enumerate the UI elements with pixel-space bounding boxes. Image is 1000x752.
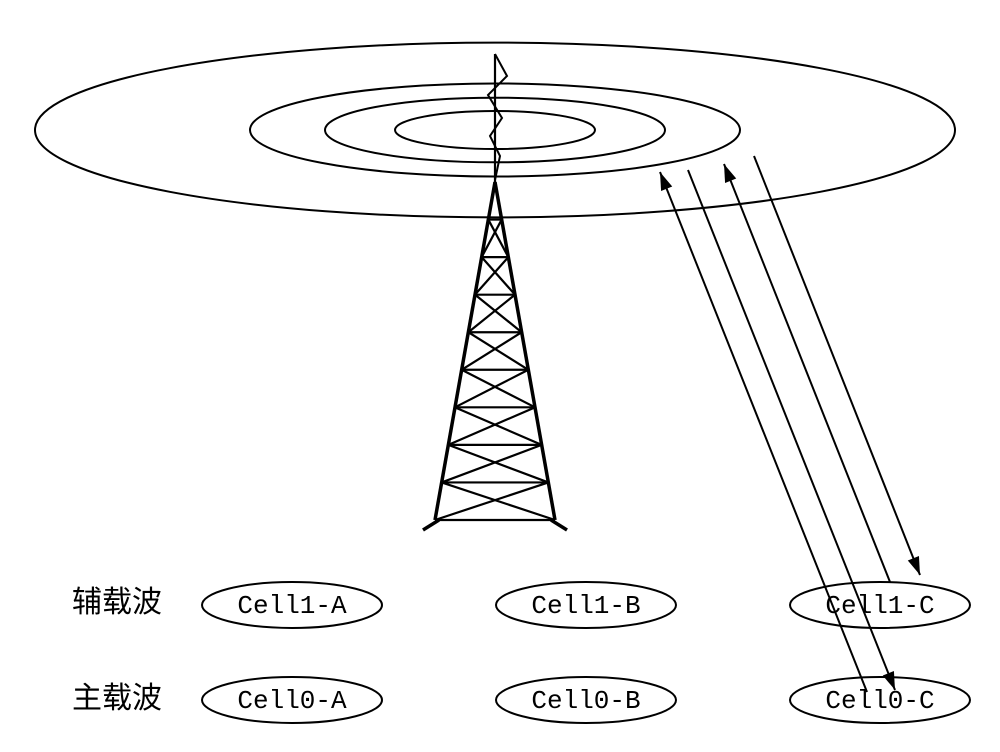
label-primary-carrier: 主载波 xyxy=(72,682,162,715)
link-arrow xyxy=(754,156,920,575)
cell-primary: Cell0-C xyxy=(790,677,970,723)
tower-brace xyxy=(448,445,548,483)
cell-secondary: Cell1-A xyxy=(202,582,382,628)
arrow-head xyxy=(724,164,736,183)
cell-tower xyxy=(423,54,567,530)
cell-label: Cell0-C xyxy=(825,686,934,716)
tower-brace xyxy=(442,482,555,520)
label-secondary-carrier: 辅载波 xyxy=(72,586,162,619)
tower-brace xyxy=(442,445,542,483)
arrow-head xyxy=(908,556,920,575)
tower-brace xyxy=(488,182,495,220)
tower-brace xyxy=(435,482,548,520)
cell-label: Cell1-C xyxy=(825,591,934,621)
cell-primary: Cell0-A xyxy=(202,677,382,723)
tower-brace xyxy=(468,332,528,370)
tower-brace xyxy=(495,182,502,220)
cell-primary: Cell0-B xyxy=(496,677,676,723)
link-arrow xyxy=(724,164,890,582)
tower-brace xyxy=(462,370,535,408)
tower-leg-left xyxy=(435,182,495,520)
lightning-icon xyxy=(488,54,507,180)
tower-brace xyxy=(462,332,522,370)
cell-secondary: Cell1-C xyxy=(790,582,970,628)
tower-foot xyxy=(551,520,567,530)
tower-foot xyxy=(423,520,439,530)
cell-secondary: Cell1-B xyxy=(496,582,676,628)
tower-brace xyxy=(455,407,542,445)
arrow-head xyxy=(660,172,672,191)
cell-label: Cell0-B xyxy=(531,686,640,716)
cell-label: Cell1-B xyxy=(531,591,640,621)
cell-label: Cell1-A xyxy=(237,591,347,621)
cell-label: Cell0-A xyxy=(237,686,347,716)
tower-brace xyxy=(455,370,528,408)
tower-leg-right xyxy=(495,182,555,520)
tower-brace xyxy=(448,407,535,445)
